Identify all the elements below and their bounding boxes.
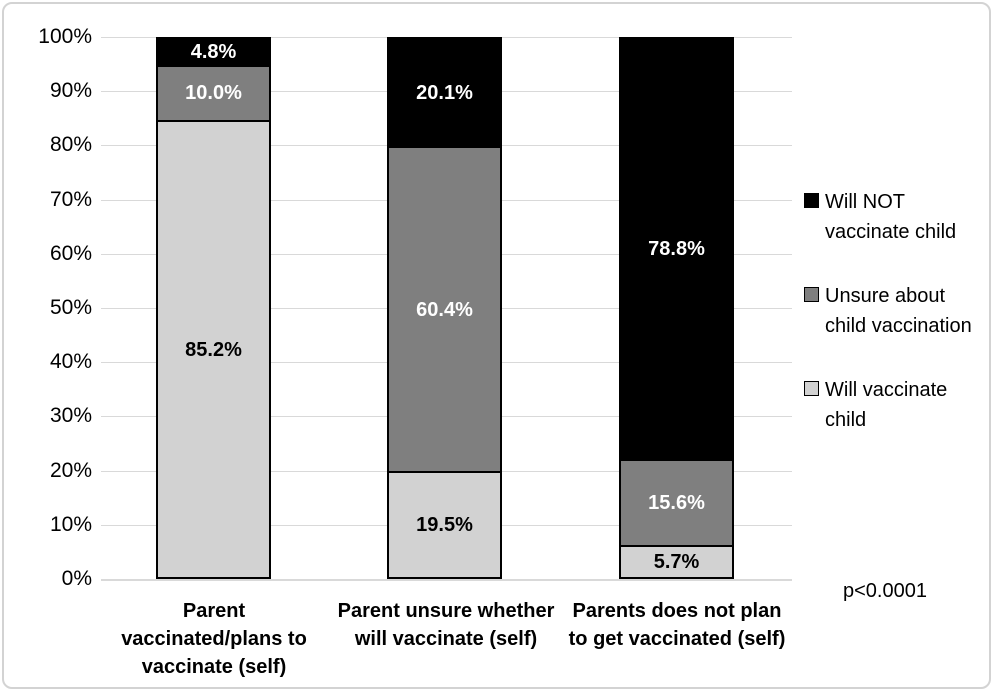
category-label: Parents does not plan to get vaccinated (… <box>557 597 797 653</box>
bar-segment: 85.2% <box>158 120 269 577</box>
data-label: 4.8% <box>190 40 237 63</box>
legend-label-line: child <box>825 409 867 431</box>
y-tick-label: 90% <box>49 79 92 103</box>
y-tick-label: 20% <box>49 458 92 482</box>
bar-segment: 5.7% <box>621 544 732 577</box>
y-tick-label: 10% <box>49 512 92 536</box>
data-label: 78.8% <box>648 238 705 261</box>
bar-segment: 4.8% <box>158 39 269 65</box>
legend-item: Will vaccinate child <box>804 375 947 435</box>
category-label: Parent unsure whether will vaccinate (sel… <box>326 597 566 653</box>
stacked-bar: 20.1% 60.4% 19.5% <box>387 37 502 579</box>
gridline <box>101 579 792 581</box>
legend-label-line: vaccinate child <box>825 221 957 243</box>
legend-item: Will NOT vaccinate child <box>804 187 956 247</box>
category-label-line: vaccinated/plans to <box>121 628 307 650</box>
stacked-bar: 4.8% 10.0% 85.2% <box>156 37 271 579</box>
legend-swatch <box>804 381 819 396</box>
bar-segment: 60.4% <box>389 146 500 471</box>
data-label: 10.0% <box>185 82 242 105</box>
y-tick-label: 80% <box>49 133 92 157</box>
y-tick-label: 100% <box>38 25 92 48</box>
data-label: 19.5% <box>416 513 473 536</box>
stacked-bar: 78.8% 15.6% 5.7% <box>619 37 734 579</box>
bar-segment: 78.8% <box>621 39 732 460</box>
category-label: Parent vaccinated/plans to vaccinate (self… <box>94 597 334 681</box>
data-label: 20.1% <box>416 81 473 104</box>
legend-item: Unsure about child vaccination <box>804 281 972 341</box>
y-tick-label: 70% <box>49 187 92 211</box>
legend-label-line: child vaccination <box>825 315 972 337</box>
category-label-line: vaccinate (self) <box>141 656 287 678</box>
category-label-line: Parent unsure whether <box>337 600 555 622</box>
data-label: 60.4% <box>416 298 473 321</box>
legend-swatch <box>804 287 819 302</box>
legend-label-line: Will NOT <box>825 191 905 213</box>
category-label-line: Parent <box>182 600 246 622</box>
y-tick-label: 50% <box>49 296 92 319</box>
legend-label-line: Will vaccinate <box>825 379 948 401</box>
data-label: 15.6% <box>648 491 705 514</box>
category-label-line: Parents does not plan <box>572 600 782 622</box>
plot-area: 4.8% 10.0% 85.2% 20.1% 60.4% 19.5% 78.8% 15.6% 5… <box>101 37 792 581</box>
legend-label: Will NOT vaccinate child <box>825 187 956 247</box>
y-tick-label: 0% <box>61 567 92 590</box>
bar-segment: 10.0% <box>158 64 269 121</box>
data-label: 85.2% <box>185 338 242 361</box>
p-value-annotation: p<0.0001 <box>843 580 927 602</box>
legend-label: Unsure about child vaccination <box>825 281 972 341</box>
bar-segment: 15.6% <box>621 459 732 545</box>
y-tick-label: 60% <box>49 241 92 265</box>
data-label: 5.7% <box>653 550 700 573</box>
bar-segment: 20.1% <box>389 39 500 147</box>
y-tick-label: 30% <box>49 404 92 428</box>
y-tick-label: 40% <box>49 350 92 374</box>
bar-segment: 19.5% <box>389 470 500 577</box>
category-label-line: will vaccinate (self) <box>354 628 538 650</box>
legend-label: Will vaccinate child <box>825 375 947 435</box>
category-label-line: to get vaccinated (self) <box>568 628 786 650</box>
legend-label-line: Unsure about <box>825 285 946 307</box>
legend-swatch <box>804 193 819 208</box>
